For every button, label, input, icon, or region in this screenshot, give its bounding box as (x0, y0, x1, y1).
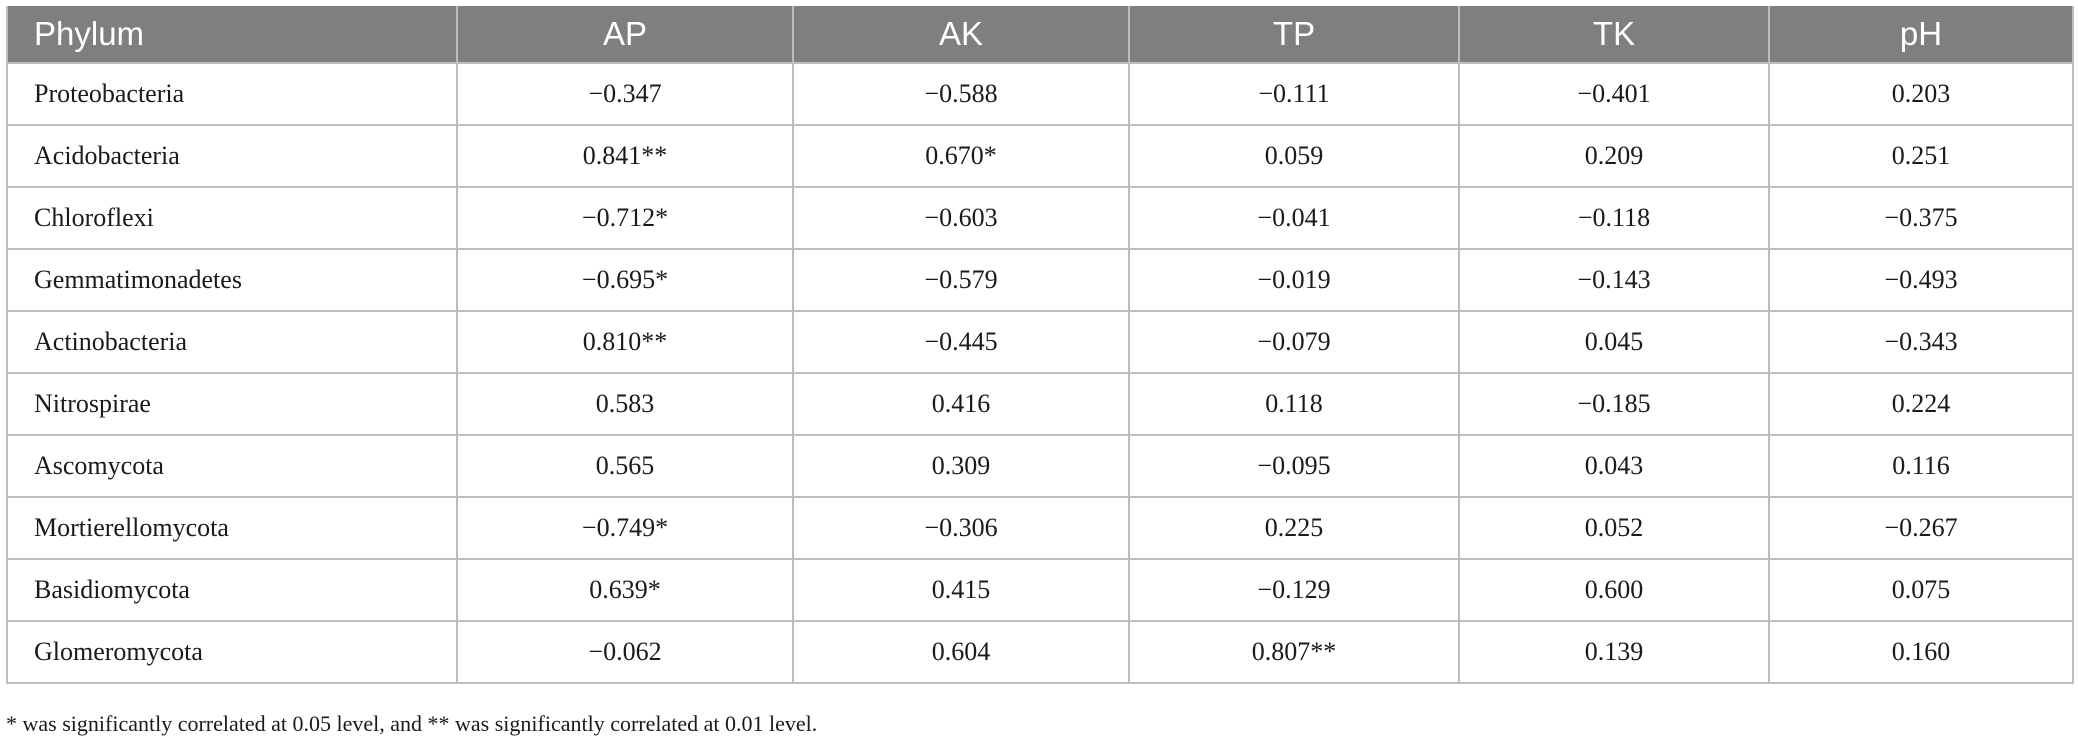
header-ap: AP (456, 6, 794, 63)
cell-ak: 0.604 (792, 620, 1130, 684)
header-row: Phylum AP AK TP TK pH (6, 6, 2074, 63)
cell-ak: −0.445 (792, 310, 1130, 374)
table-row: Actinobacteria 0.810** −0.445 −0.079 0.0… (6, 310, 2074, 374)
cell-phylum: Basidiomycota (6, 558, 458, 622)
table-row: Glomeromycota −0.062 0.604 0.807** 0.139… (6, 620, 2074, 684)
cell-tk: 0.052 (1458, 496, 1770, 560)
cell-phylum: Ascomycota (6, 434, 458, 498)
cell-ph: 0.224 (1768, 372, 2074, 436)
cell-ak: 0.670* (792, 124, 1130, 188)
table-row: Gemmatimonadetes −0.695* −0.579 −0.019 −… (6, 248, 2074, 312)
table-row: Basidiomycota 0.639* 0.415 −0.129 0.600 … (6, 558, 2074, 622)
table-row: Ascomycota 0.565 0.309 −0.095 0.043 0.11… (6, 434, 2074, 498)
cell-ap: −0.062 (456, 620, 794, 684)
cell-tp: 0.807** (1128, 620, 1460, 684)
cell-ap: 0.565 (456, 434, 794, 498)
cell-ap: −0.712* (456, 186, 794, 250)
correlation-table-container: Phylum AP AK TP TK pH Proteobacteria −0.… (6, 6, 2074, 684)
cell-tk: −0.118 (1458, 186, 1770, 250)
cell-ph: −0.343 (1768, 310, 2074, 374)
cell-tp: 0.118 (1128, 372, 1460, 436)
table-row: Mortierellomycota −0.749* −0.306 0.225 0… (6, 496, 2074, 560)
header-ph: pH (1768, 6, 2074, 63)
cell-ak: −0.579 (792, 248, 1130, 312)
cell-tk: −0.143 (1458, 248, 1770, 312)
cell-ph: 0.116 (1768, 434, 2074, 498)
cell-tk: −0.185 (1458, 372, 1770, 436)
cell-phylum: Chloroflexi (6, 186, 458, 250)
cell-ak: −0.603 (792, 186, 1130, 250)
table-body: Proteobacteria −0.347 −0.588 −0.111 −0.4… (6, 62, 2074, 684)
cell-tp: 0.225 (1128, 496, 1460, 560)
cell-ph: −0.267 (1768, 496, 2074, 560)
cell-ap: −0.347 (456, 62, 794, 126)
cell-tp: 0.059 (1128, 124, 1460, 188)
cell-ap: 0.583 (456, 372, 794, 436)
header-phylum: Phylum (6, 6, 458, 63)
cell-ak: 0.416 (792, 372, 1130, 436)
cell-ph: 0.075 (1768, 558, 2074, 622)
cell-ak: 0.309 (792, 434, 1130, 498)
cell-phylum: Nitrospirae (6, 372, 458, 436)
correlation-table: Phylum AP AK TP TK pH Proteobacteria −0.… (6, 6, 2074, 684)
header-ak: AK (792, 6, 1130, 63)
cell-phylum: Glomeromycota (6, 620, 458, 684)
cell-ap: −0.749* (456, 496, 794, 560)
table-row: Chloroflexi −0.712* −0.603 −0.041 −0.118… (6, 186, 2074, 250)
header-tp: TP (1128, 6, 1460, 63)
cell-ak: −0.588 (792, 62, 1130, 126)
cell-ap: 0.841** (456, 124, 794, 188)
cell-tk: 0.045 (1458, 310, 1770, 374)
cell-ak: 0.415 (792, 558, 1130, 622)
cell-tk: 0.600 (1458, 558, 1770, 622)
cell-phylum: Acidobacteria (6, 124, 458, 188)
cell-ph: −0.493 (1768, 248, 2074, 312)
header-tk: TK (1458, 6, 1770, 63)
cell-ap: 0.810** (456, 310, 794, 374)
cell-tk: 0.139 (1458, 620, 1770, 684)
cell-ph: 0.203 (1768, 62, 2074, 126)
cell-ap: −0.695* (456, 248, 794, 312)
cell-tp: −0.095 (1128, 434, 1460, 498)
cell-tp: −0.079 (1128, 310, 1460, 374)
cell-ap: 0.639* (456, 558, 794, 622)
cell-ph: 0.160 (1768, 620, 2074, 684)
table-row: Nitrospirae 0.583 0.416 0.118 −0.185 0.2… (6, 372, 2074, 436)
cell-ph: 0.251 (1768, 124, 2074, 188)
cell-phylum: Mortierellomycota (6, 496, 458, 560)
table-row: Proteobacteria −0.347 −0.588 −0.111 −0.4… (6, 62, 2074, 126)
cell-tk: 0.209 (1458, 124, 1770, 188)
cell-ph: −0.375 (1768, 186, 2074, 250)
cell-tp: −0.019 (1128, 248, 1460, 312)
cell-phylum: Actinobacteria (6, 310, 458, 374)
table-row: Acidobacteria 0.841** 0.670* 0.059 0.209… (6, 124, 2074, 188)
table-header: Phylum AP AK TP TK pH (6, 6, 2074, 63)
cell-ak: −0.306 (792, 496, 1130, 560)
table-footnote: * was significantly correlated at 0.05 l… (6, 711, 818, 736)
cell-tp: −0.111 (1128, 62, 1460, 126)
cell-tk: −0.401 (1458, 62, 1770, 126)
cell-tk: 0.043 (1458, 434, 1770, 498)
cell-phylum: Gemmatimonadetes (6, 248, 458, 312)
cell-tp: −0.129 (1128, 558, 1460, 622)
cell-tp: −0.041 (1128, 186, 1460, 250)
cell-phylum: Proteobacteria (6, 62, 458, 126)
